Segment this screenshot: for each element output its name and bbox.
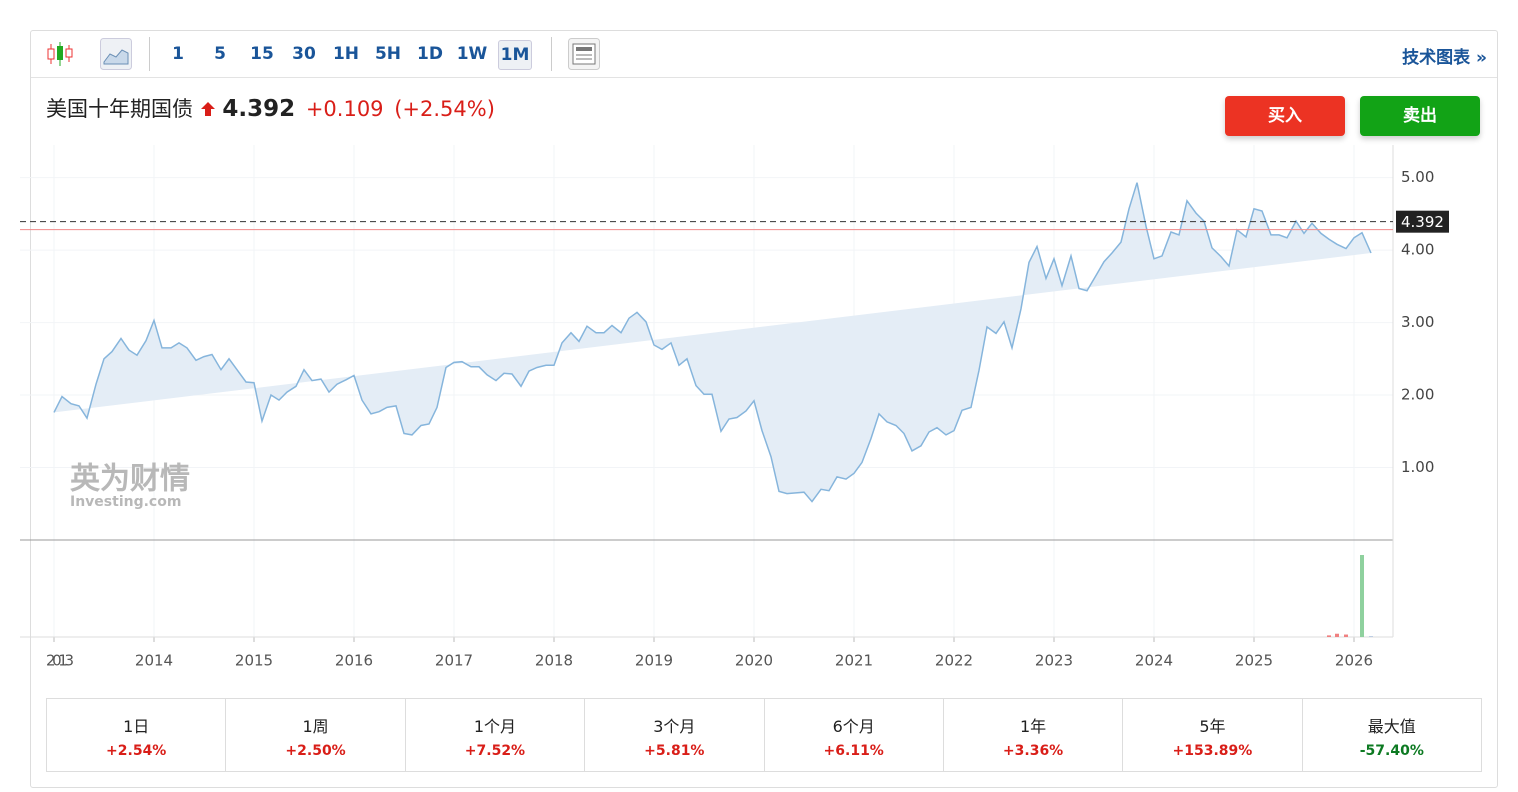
performance-cell: 1日 +2.54% [47,699,227,771]
toolbar: 1 5 15 30 1H 5H 1D 1W 1M 技术图表 » [31,31,1497,78]
quote-header: 美国十年期国债 4.392 +0.109 (+2.54%) [46,93,495,123]
interval-button[interactable]: 1M [498,40,532,70]
interval-button[interactable]: 1 [172,44,184,64]
performance-cell: 6个月 +6.11% [765,699,944,771]
period-change: -57.40% [1359,743,1424,759]
period: 1年 [1019,717,1047,736]
interval-button[interactable]: 30 [292,44,316,64]
news-icon[interactable] [568,38,600,70]
interval-button[interactable]: 5H [374,44,402,64]
interval-button[interactable]: 5 [214,44,226,64]
period: 6个月 [832,717,875,736]
interval-button[interactable]: 1W [456,44,488,64]
sell-button[interactable]: 卖出 [1360,96,1480,136]
candle-icon[interactable] [45,40,75,70]
period-change: +6.11% [823,743,884,759]
period-change: +5.81% [644,743,705,759]
performance-table: 1日 +2.54% 1周 +2.50% 1个月 +7.52% 3个月 +5.81% 6个月 +6.… [46,698,1482,772]
area-icon[interactable] [100,38,132,70]
tech-chart-link[interactable]: 技术图表 » [1402,48,1487,68]
period-change: +2.50% [285,743,346,759]
interval-button[interactable]: 15 [250,44,274,64]
period-change: +153.89% [1172,743,1253,759]
performance-cell: 3个月 +5.81% [585,699,765,771]
performance-cell: 5年 +153.89% [1123,699,1303,771]
widget: 1 5 15 30 1H 5H 1D 1W 1M 技术图表 » 美国十年期国债 4.392 +0… [30,30,1498,788]
period: 1个月 [473,717,517,736]
period: 1周 [302,717,329,736]
divider [551,37,552,71]
period-change: +2.54% [106,743,167,759]
period-change: +3.36% [1002,743,1064,759]
performance-cell: 1周 +2.50% [226,699,406,771]
period: 3个月 [653,717,696,736]
up-arrow [200,102,215,116]
performance-cell: 1年 +3.36% [944,699,1124,771]
change-pct: (+2.54%) [394,97,495,121]
buy-button[interactable]: 买入 [1225,96,1345,136]
period-change: +7.52% [464,743,526,759]
interval-button[interactable]: 1H [332,44,360,64]
period: 最大值 [1367,717,1416,736]
instrument-title: 美国十年期国债 [46,97,193,121]
performance-cell: 1个月 +7.52% [406,699,586,771]
period: 1日 [123,717,150,736]
price: 4.392 [222,96,296,122]
period: 5年 [1199,717,1226,736]
interval-button[interactable]: 1D [417,44,443,64]
performance-cell: 最大值 -57.40% [1303,699,1481,771]
divider [149,37,150,71]
change: +0.109 [305,97,384,121]
